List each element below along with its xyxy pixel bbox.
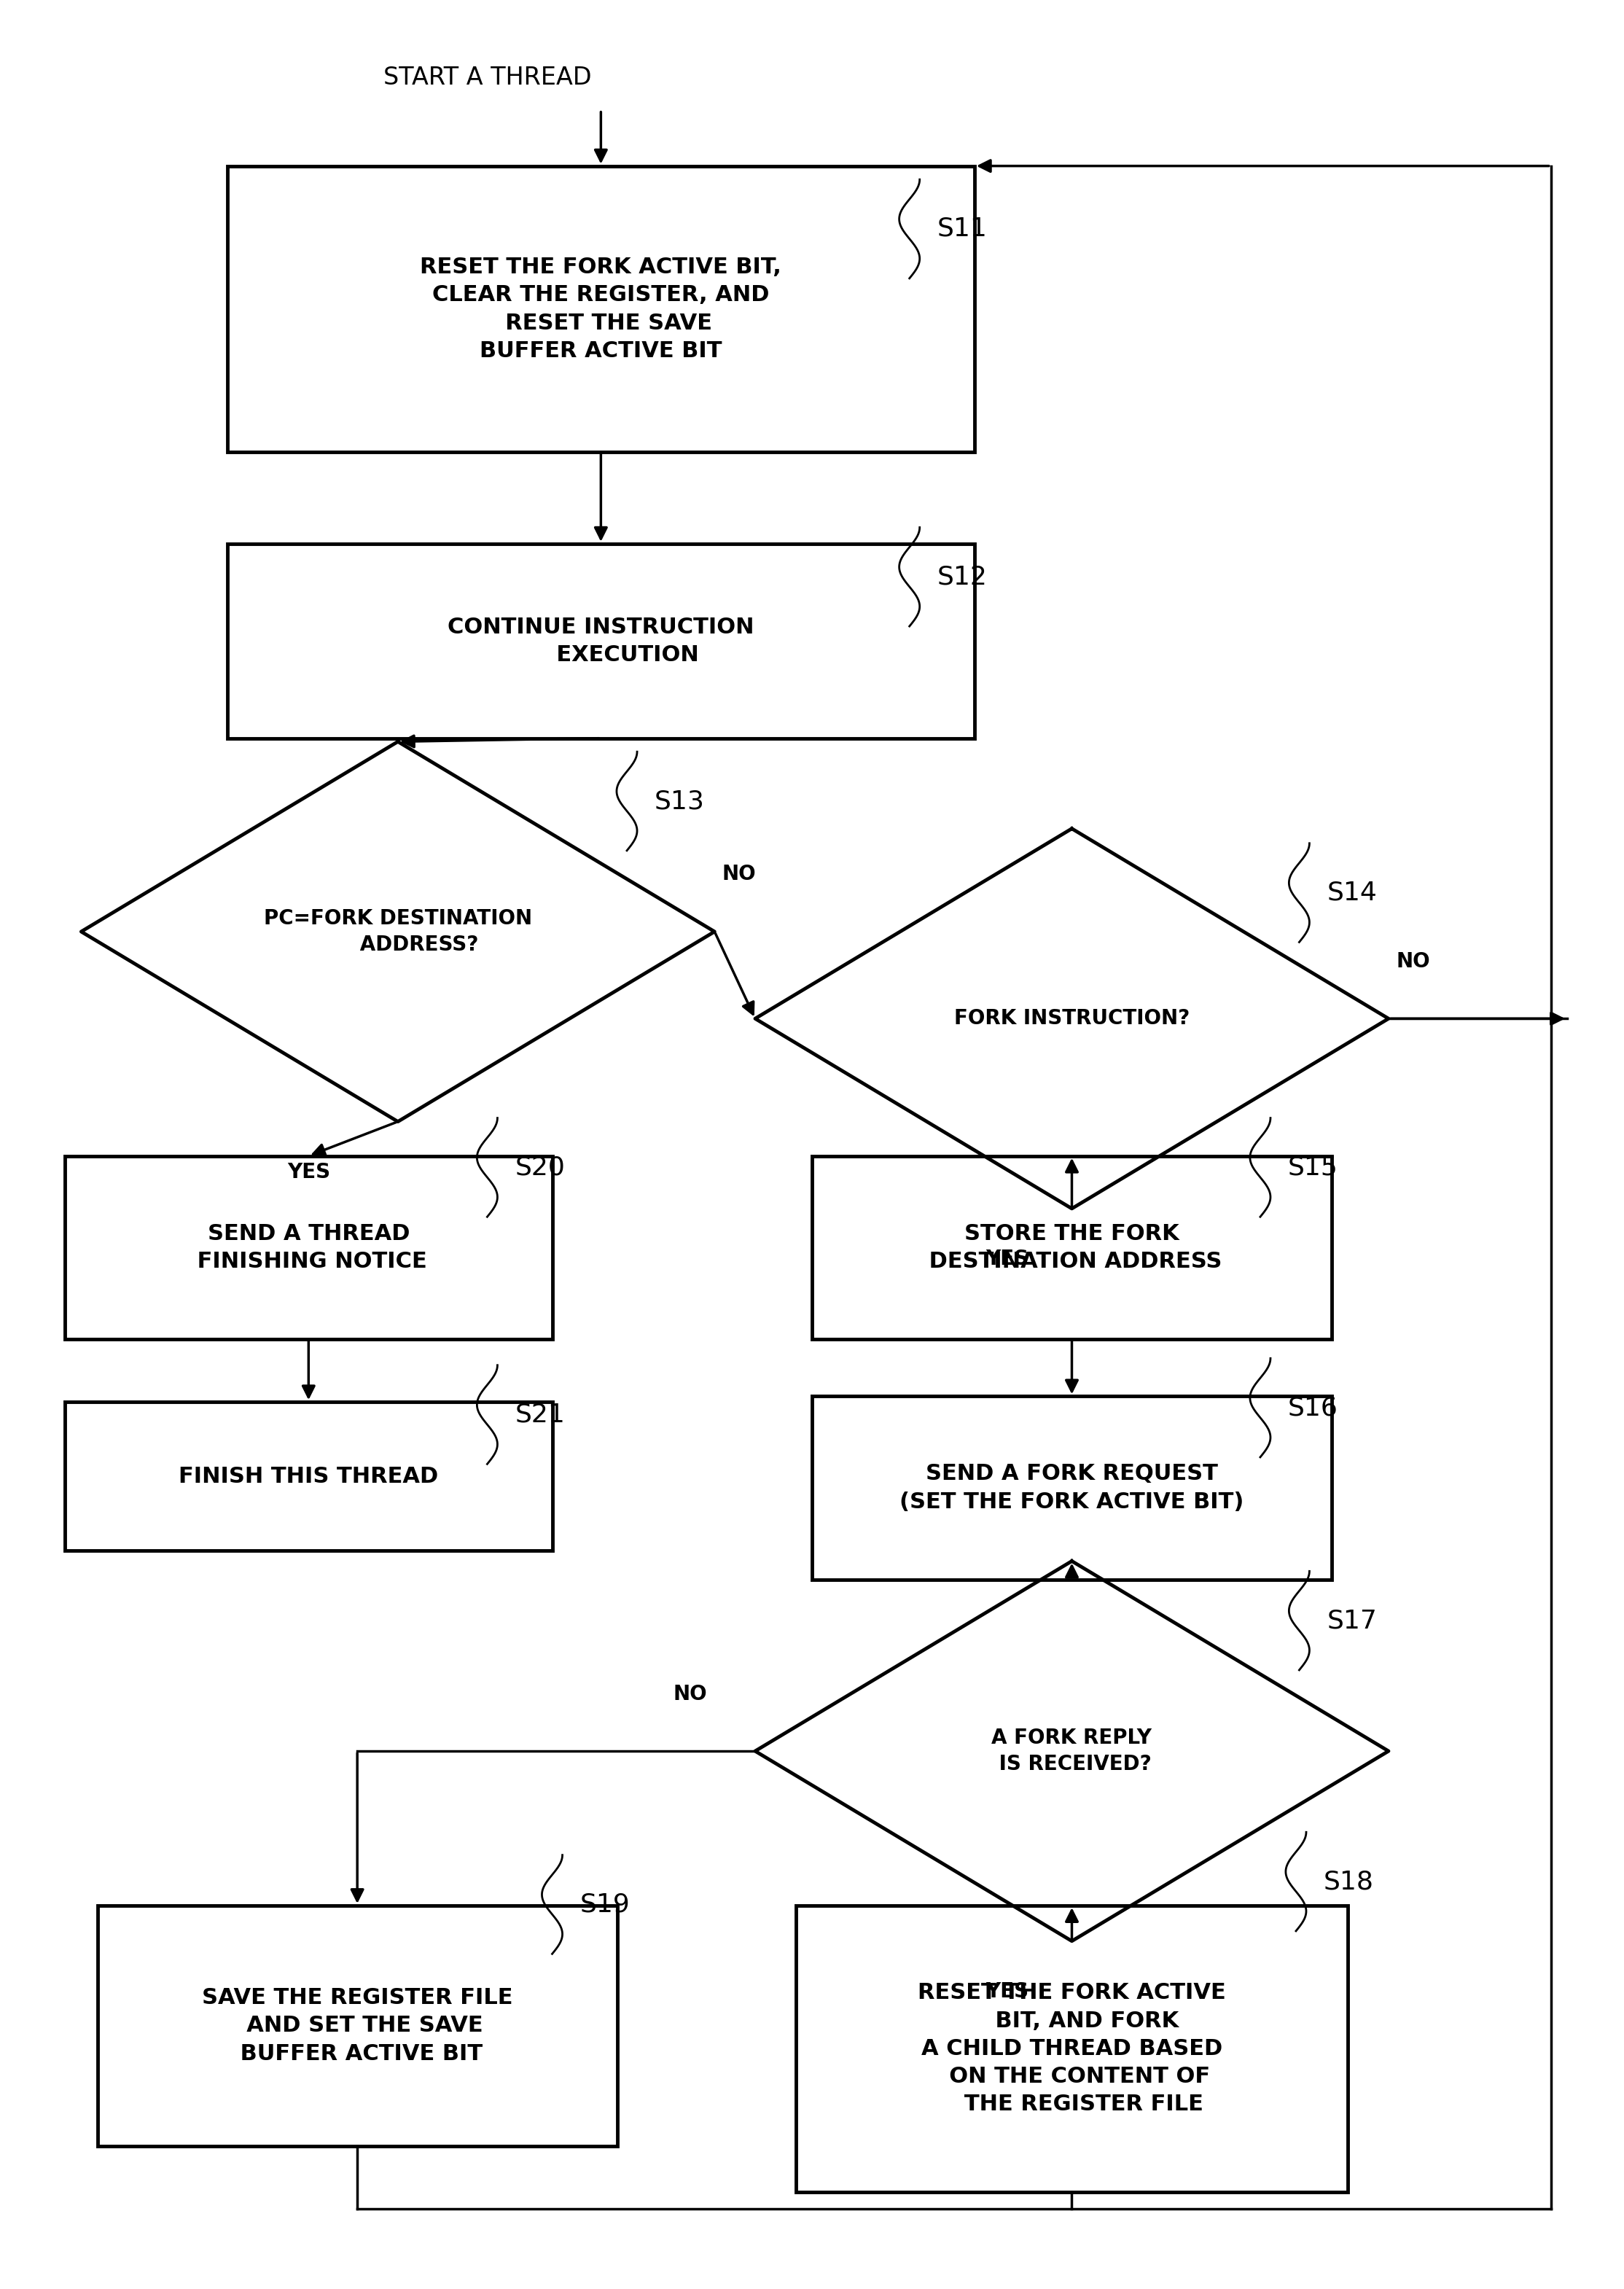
Bar [796, 1904, 1348, 2193]
Text: YES: YES [986, 1982, 1028, 2001]
Text: START A THREAD: START A THREAD [383, 66, 591, 89]
Text: S13: S13 [654, 790, 705, 813]
Bar [97, 1904, 617, 2147]
Bar [65, 1156, 552, 1339]
Text: PC=FORK DESTINATION
      ADDRESS?: PC=FORK DESTINATION ADDRESS? [263, 909, 533, 955]
Text: S15: S15 [1288, 1156, 1338, 1179]
Text: SAVE THE REGISTER FILE
  AND SET THE SAVE
 BUFFER ACTIVE BIT: SAVE THE REGISTER FILE AND SET THE SAVE … [201, 1987, 513, 2065]
Text: S14: S14 [1327, 881, 1377, 904]
Bar [227, 545, 974, 737]
Text: S11: S11 [937, 217, 987, 240]
Text: A FORK REPLY
 IS RECEIVED?: A FORK REPLY IS RECEIVED? [992, 1728, 1151, 1774]
Text: S20: S20 [515, 1156, 565, 1179]
Bar [227, 167, 974, 453]
Text: NO: NO [723, 865, 755, 884]
Text: YES: YES [986, 1250, 1028, 1268]
Text: FINISH THIS THREAD: FINISH THIS THREAD [179, 1465, 438, 1488]
Text: NO: NO [674, 1685, 706, 1703]
Text: RESET THE FORK ACTIVE BIT,
CLEAR THE REGISTER, AND
  RESET THE SAVE
BUFFER ACTIV: RESET THE FORK ACTIVE BIT, CLEAR THE REG… [421, 256, 781, 362]
Bar [812, 1156, 1332, 1339]
Text: NO: NO [1397, 952, 1429, 971]
Text: YES: YES [287, 1163, 330, 1181]
Text: SEND A THREAD
 FINISHING NOTICE: SEND A THREAD FINISHING NOTICE [190, 1222, 427, 1273]
Text: S18: S18 [1324, 1870, 1374, 1893]
Text: S17: S17 [1327, 1609, 1377, 1632]
Bar [65, 1401, 552, 1552]
Text: SEND A FORK REQUEST
(SET THE FORK ACTIVE BIT): SEND A FORK REQUEST (SET THE FORK ACTIVE… [900, 1463, 1244, 1513]
Bar [812, 1396, 1332, 1579]
Text: CONTINUE INSTRUCTION
       EXECUTION: CONTINUE INSTRUCTION EXECUTION [448, 616, 754, 666]
Text: STORE THE FORK
 DESTINATION ADDRESS: STORE THE FORK DESTINATION ADDRESS [921, 1222, 1223, 1273]
Text: S16: S16 [1288, 1396, 1338, 1419]
Text: FORK INSTRUCTION?: FORK INSTRUCTION? [953, 1009, 1190, 1028]
Text: RESET THE FORK ACTIVE
    BIT, AND FORK
A CHILD THREAD BASED
  ON THE CONTENT OF: RESET THE FORK ACTIVE BIT, AND FORK A CH… [918, 1982, 1226, 2115]
Text: S21: S21 [515, 1403, 565, 1426]
Text: S12: S12 [937, 565, 987, 588]
Text: S19: S19 [580, 1893, 630, 1916]
